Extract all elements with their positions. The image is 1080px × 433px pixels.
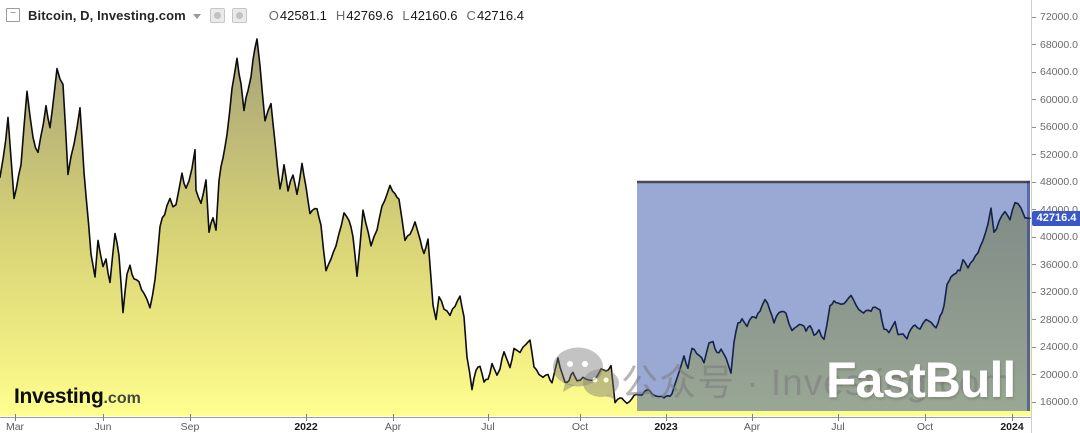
- price-tick-label: 28000.0: [1040, 313, 1078, 326]
- price-tick: [1032, 154, 1036, 155]
- time-tick: [306, 414, 307, 421]
- time-tick-label: Jul: [831, 421, 845, 433]
- time-tick: [103, 414, 104, 421]
- ohlc-label: L: [402, 7, 410, 23]
- time-tick-label: Apr: [384, 421, 402, 433]
- price-tick: [1032, 264, 1036, 265]
- chart-tool-icon-b[interactable]: [231, 7, 247, 23]
- time-axis[interactable]: Mar Jun Sep 2022 Apr Jul Oct 2023 Apr Jul Oct 2024: [0, 414, 1031, 433]
- price-tick: [1032, 181, 1036, 183]
- price-tick-label: 60000.0: [1040, 93, 1078, 106]
- time-tick: [393, 414, 394, 421]
- time-tick-label: Sep: [180, 421, 200, 433]
- price-tick-label: 20000.0: [1040, 368, 1078, 381]
- collapse-icon[interactable]: −: [6, 8, 20, 22]
- price-area-chart[interactable]: [0, 0, 1031, 417]
- price-tick-label: 56000.0: [1040, 121, 1078, 133]
- ohlc-values: O 42581.1 H 42769.6 L 42160.6 C 42716.4: [260, 8, 524, 23]
- time-tick: [925, 414, 926, 421]
- price-tick: [1032, 291, 1036, 293]
- time-tick-label: Oct: [916, 421, 934, 433]
- ohlc-label: H: [335, 7, 346, 23]
- fastbull-logo: FastBull: [826, 352, 1016, 408]
- price-tick: [1032, 126, 1036, 128]
- ohlc-value: 42716.4: [476, 7, 524, 23]
- time-tick-label: Oct: [571, 421, 589, 433]
- ohlc-label: C: [466, 7, 476, 23]
- price-tick: [1032, 71, 1036, 73]
- time-tick-label: Mar: [5, 421, 25, 433]
- price-tick: [1032, 236, 1036, 238]
- time-tick: [580, 414, 581, 421]
- time-tick-label: Jul: [481, 421, 495, 433]
- time-tick: [838, 414, 839, 421]
- investing-logo-suffix: .com: [103, 390, 141, 407]
- price-tick: [1032, 16, 1036, 18]
- wechat-icon: [553, 347, 619, 399]
- price-tick: [1032, 44, 1036, 45]
- price-tick-label: 48000.0: [1040, 176, 1078, 188]
- price-tick-label: 16000.0: [1040, 396, 1078, 408]
- time-tick-label: Apr: [743, 421, 761, 433]
- investing-logo: Investing.com: [14, 385, 141, 409]
- price-tick-label: 32000.0: [1040, 286, 1078, 298]
- price-line: [0, 38, 1031, 405]
- price-tick-label: 24000.0: [1040, 341, 1078, 353]
- price-axis[interactable]: 42716.4 72000.0 68000.0 64000.0 60000.0 5600…: [1031, 0, 1080, 417]
- price-tick-label: 64000.0: [1040, 66, 1078, 78]
- ohlc-label: O: [268, 7, 279, 23]
- ohlc-value: 42769.6: [346, 7, 394, 23]
- price-tick: [1032, 374, 1036, 375]
- price-chart[interactable]: 公众号 · Investing.com FastBull Investing.c…: [0, 0, 1031, 417]
- price-tick-label: 40000.0: [1040, 231, 1078, 243]
- chevron-down-icon[interactable]: [192, 14, 201, 19]
- time-tick: [1012, 414, 1013, 421]
- price-tick-label: 36000.0: [1040, 258, 1078, 271]
- price-tick-label: 52000.0: [1040, 148, 1078, 161]
- wechat-watermark-label: 公众号 · Investing.com: [621, 362, 1013, 403]
- symbol-title[interactable]: Bitcoin, D, Investing.com: [28, 7, 186, 23]
- time-tick-label: 2024: [1000, 421, 1024, 433]
- time-tick: [752, 414, 753, 421]
- ohlc-value: 42160.6: [410, 7, 458, 23]
- time-tick: [666, 414, 667, 421]
- time-tick: [15, 414, 16, 421]
- axis-corner: [1031, 417, 1080, 433]
- price-tick: [1032, 346, 1036, 348]
- chart-tool-icon-a[interactable]: [209, 7, 225, 23]
- time-tick: [488, 414, 489, 421]
- price-tick-label: 72000.0: [1040, 11, 1078, 23]
- price-tick: [1032, 209, 1036, 210]
- ohlc-value: 42581.1: [279, 7, 327, 23]
- time-tick-label: 2023: [654, 421, 678, 433]
- time-tick: [190, 414, 191, 421]
- price-tick: [1032, 401, 1036, 403]
- price-tick: [1032, 99, 1036, 100]
- time-tick-label: Jun: [94, 421, 112, 433]
- highlight-region-2023: [637, 180, 1030, 411]
- price-tick: [1032, 319, 1036, 320]
- investing-logo-name: Investing: [14, 385, 104, 408]
- chart-header: − Bitcoin, D, Investing.com O 42581.1 H 427…: [6, 6, 524, 24]
- last-price-tag: 42716.4: [1032, 210, 1080, 226]
- time-tick-label: 2022: [294, 421, 318, 433]
- price-tick-label: 68000.0: [1040, 38, 1078, 51]
